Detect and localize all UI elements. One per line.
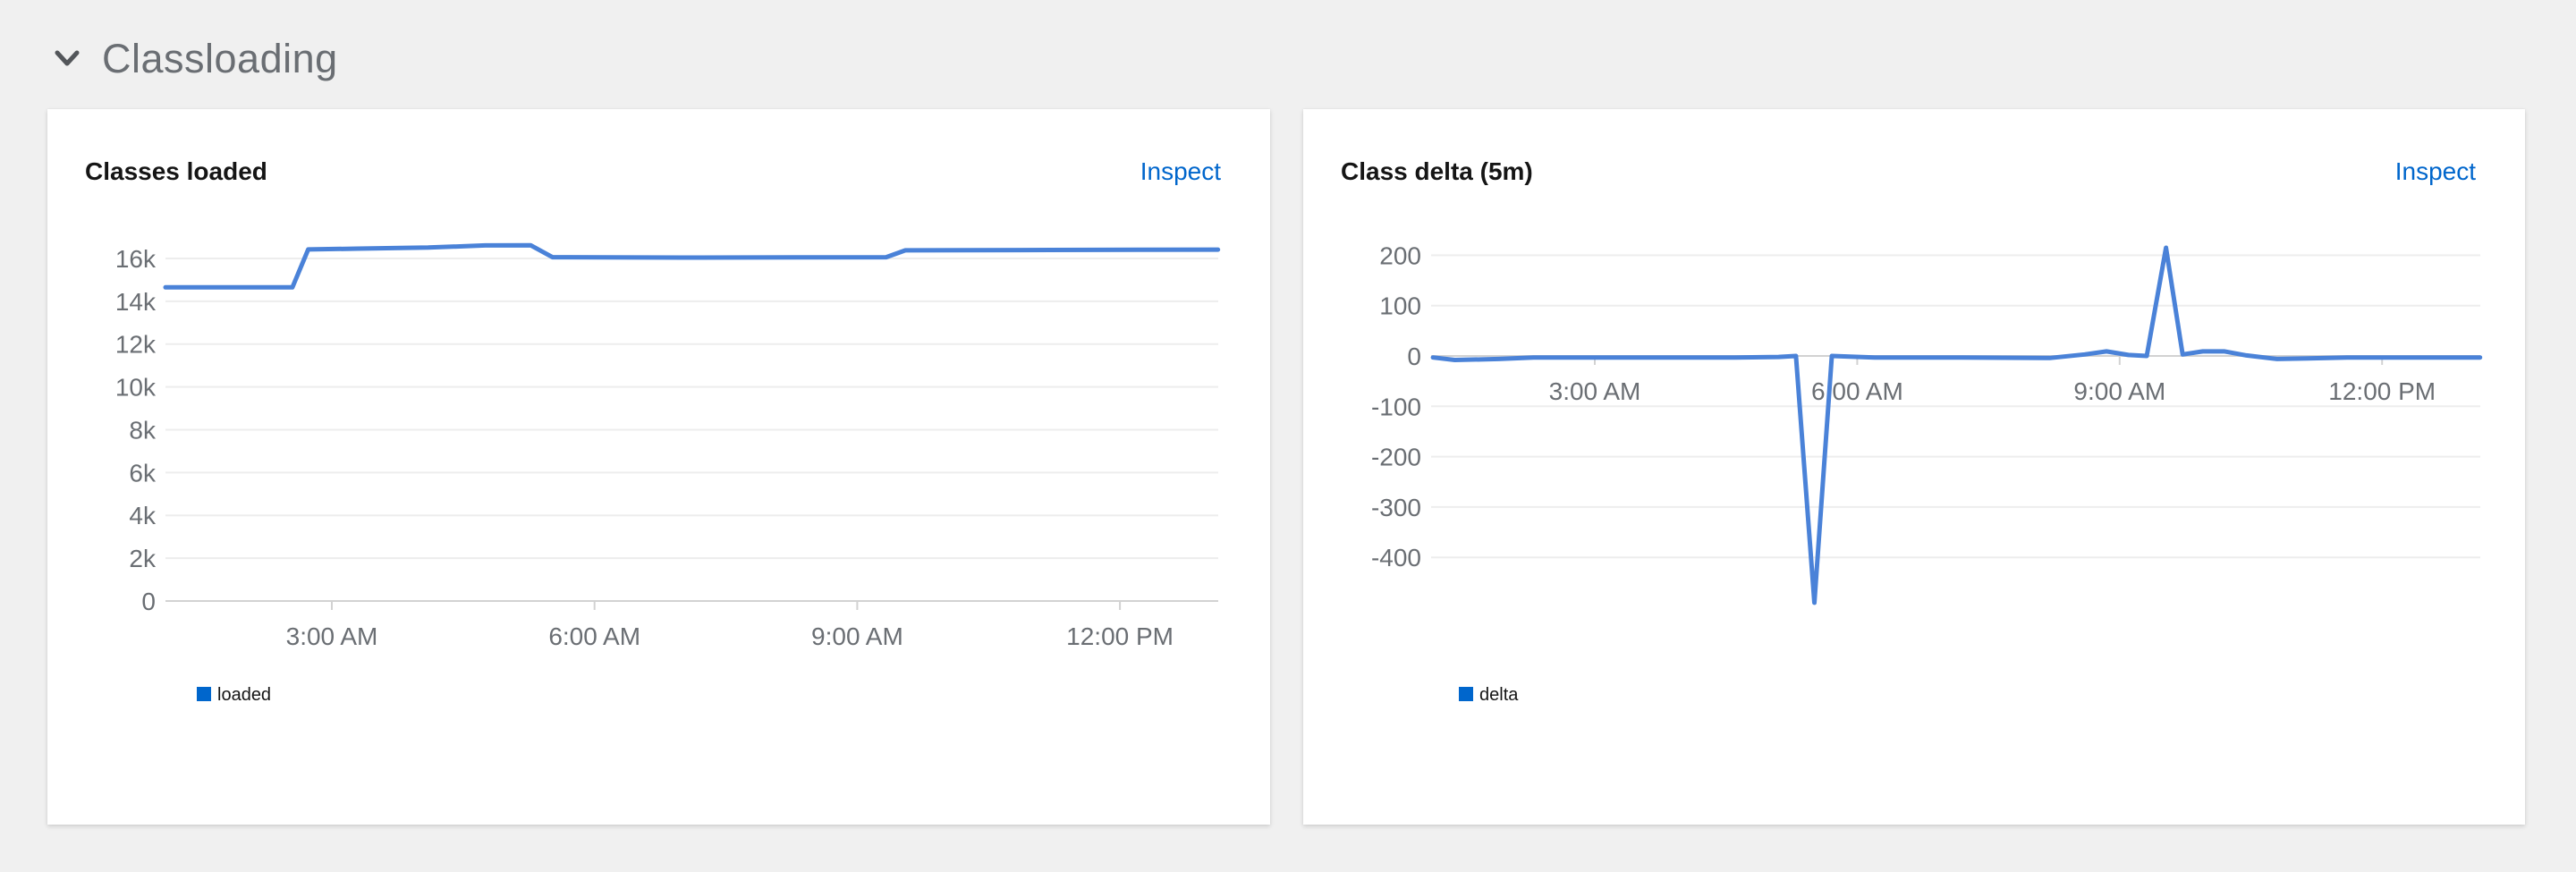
chevron-down-icon bbox=[55, 50, 80, 66]
svg-text:4k: 4k bbox=[129, 502, 157, 529]
legend-swatch-delta bbox=[1459, 687, 1473, 701]
svg-text:-100: -100 bbox=[1371, 393, 1421, 420]
svg-text:12k: 12k bbox=[115, 331, 157, 359]
svg-text:-200: -200 bbox=[1371, 444, 1421, 471]
svg-text:12:00 PM: 12:00 PM bbox=[2328, 377, 2436, 405]
card-header: Classes loaded Inspect bbox=[85, 157, 1221, 186]
section-classloading-toggle[interactable]: Classloading bbox=[54, 36, 338, 82]
classes-loaded-chart: 0 2k 4k 6k 8k 10k 12k 14k 16k 3:00 AM 6:00 AM 9:00 … bbox=[115, 242, 1221, 705]
svg-text:2k: 2k bbox=[129, 545, 157, 572]
svg-text:12:00 PM: 12:00 PM bbox=[1066, 622, 1174, 650]
legend-label-delta: delta bbox=[1479, 685, 1519, 705]
card-class-delta: Class delta (5m) Inspect 200 100 0 -100 -200… bbox=[1303, 109, 2525, 825]
svg-text:6:00 AM: 6:00 AM bbox=[1811, 377, 1903, 405]
card-classes-loaded: Classes loaded Inspect 0 2k 4k 6k 8k 10k 12k 14… bbox=[47, 109, 1270, 825]
svg-text:16k: 16k bbox=[115, 245, 157, 273]
legend-swatch-loaded bbox=[197, 687, 211, 701]
legend-label-loaded: loaded bbox=[217, 685, 271, 705]
inspect-link-class-delta[interactable]: Inspect bbox=[2394, 157, 2476, 185]
svg-text:8k: 8k bbox=[129, 417, 157, 444]
svg-text:100: 100 bbox=[1379, 292, 1421, 320]
svg-text:6k: 6k bbox=[129, 459, 157, 487]
svg-text:200: 200 bbox=[1379, 241, 1421, 269]
section-title: Classloading bbox=[102, 36, 338, 81]
class-delta-chart: 200 100 0 -100 -200 -300 -400 3:00 AM 6:00 AM 9:0… bbox=[1371, 241, 2483, 705]
svg-text:6:00 AM: 6:00 AM bbox=[548, 622, 640, 650]
inspect-link-classes-loaded[interactable]: Inspect bbox=[1140, 157, 1221, 185]
svg-text:10k: 10k bbox=[115, 374, 157, 402]
svg-text:3:00 AM: 3:00 AM bbox=[286, 622, 378, 650]
svg-text:0: 0 bbox=[141, 588, 156, 615]
card-title-class-delta: Class delta (5m) bbox=[1341, 157, 1533, 185]
card-title-classes-loaded: Classes loaded bbox=[85, 157, 267, 185]
svg-text:9:00 AM: 9:00 AM bbox=[2073, 377, 2165, 405]
card-header: Class delta (5m) Inspect bbox=[1341, 157, 2476, 186]
svg-text:9:00 AM: 9:00 AM bbox=[811, 622, 903, 650]
svg-text:0: 0 bbox=[1407, 343, 1421, 370]
svg-text:14k: 14k bbox=[115, 288, 157, 316]
svg-text:-300: -300 bbox=[1371, 494, 1421, 521]
svg-text:-400: -400 bbox=[1371, 544, 1421, 571]
svg-text:3:00 AM: 3:00 AM bbox=[1549, 377, 1641, 405]
